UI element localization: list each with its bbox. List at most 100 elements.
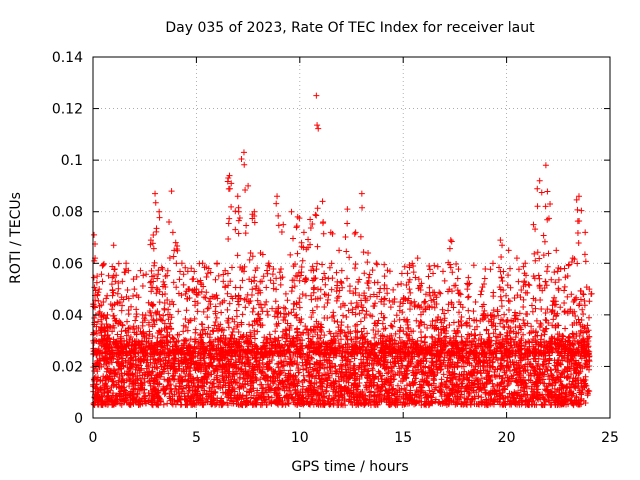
data-point: [395, 360, 402, 367]
data-point: [509, 375, 516, 382]
data-point: [387, 359, 394, 366]
data-point: [139, 372, 146, 379]
data-point: [395, 393, 402, 400]
data-point: [158, 264, 165, 271]
data-point: [197, 368, 204, 375]
data-point: [324, 300, 331, 307]
data-point: [540, 394, 547, 401]
data-point: [186, 387, 193, 394]
data-point: [414, 388, 421, 395]
data-point: [160, 401, 167, 408]
data-point: [276, 392, 283, 399]
data-point: [515, 374, 522, 381]
data-point: [225, 368, 232, 375]
data-point: [546, 380, 553, 387]
data-point: [91, 368, 98, 375]
data-point: [274, 392, 281, 399]
data-point: [331, 383, 338, 390]
data-point: [459, 338, 466, 345]
data-point: [543, 383, 550, 390]
data-point: [274, 361, 281, 368]
data-point: [389, 386, 396, 393]
data-point: [479, 284, 486, 291]
data-point: [173, 260, 180, 267]
data-point: [456, 377, 463, 384]
data-point: [391, 355, 398, 362]
data-point: [126, 383, 133, 390]
data-point: [530, 295, 537, 302]
data-point: [478, 387, 485, 394]
data-point: [402, 400, 409, 407]
data-point: [386, 268, 393, 275]
data-point: [545, 391, 552, 398]
data-point: [432, 396, 439, 403]
data-point: [154, 365, 161, 372]
data-point: [468, 397, 475, 404]
data-point: [426, 367, 433, 374]
data-point: [252, 359, 259, 366]
data-point: [464, 376, 471, 383]
data-point: [472, 381, 479, 388]
data-point: [385, 389, 392, 396]
data-point: [426, 284, 433, 291]
data-point: [167, 381, 174, 388]
data-point: [501, 401, 508, 408]
data-point: [578, 395, 585, 402]
data-point: [111, 381, 118, 388]
data-point: [424, 372, 431, 379]
data-point: [175, 308, 182, 315]
data-point: [151, 374, 158, 381]
data-point: [258, 370, 265, 377]
data-point: [365, 372, 372, 379]
data-point: [378, 310, 385, 317]
data-point: [313, 401, 320, 408]
data-point: [576, 300, 583, 307]
data-point: [443, 389, 450, 396]
data-point: [485, 402, 492, 409]
data-point: [300, 394, 306, 401]
data-point: [325, 398, 332, 405]
data-point: [398, 385, 405, 392]
data-point: [401, 375, 408, 382]
data-point: [561, 354, 568, 361]
data-point: [115, 285, 122, 292]
data-point: [584, 389, 591, 396]
data-point: [214, 395, 221, 402]
data-point: [527, 377, 534, 384]
data-point: [218, 309, 225, 316]
data-point: [442, 393, 449, 400]
data-point: [177, 268, 184, 275]
data-point: [449, 391, 456, 398]
data-point: [424, 324, 431, 331]
data-point: [111, 373, 118, 380]
data-point: [443, 395, 450, 402]
data-point: [555, 394, 562, 401]
data-point: [511, 367, 518, 374]
data-point: [255, 310, 262, 317]
data-point: [128, 303, 135, 310]
data-point: [280, 304, 287, 311]
data-point: [295, 369, 302, 376]
data-point: [464, 401, 471, 408]
data-point: [548, 276, 555, 283]
data-point: [211, 367, 218, 374]
data-point: [270, 266, 277, 273]
data-point: [539, 394, 546, 401]
data-point: [391, 363, 398, 370]
data-point: [104, 385, 111, 392]
data-point: [225, 282, 232, 289]
data-point: [99, 278, 106, 285]
data-point: [324, 381, 331, 388]
data-point: [361, 402, 368, 409]
data-point: [521, 363, 528, 370]
data-point: [563, 396, 570, 403]
data-point: [522, 380, 529, 387]
data-point: [520, 263, 527, 270]
data-point: [203, 368, 210, 375]
data-point: [486, 377, 493, 384]
data-point: [231, 376, 238, 383]
data-point: [160, 312, 167, 319]
data-point: [401, 401, 408, 408]
data-point: [407, 306, 414, 313]
data-point: [397, 399, 404, 406]
